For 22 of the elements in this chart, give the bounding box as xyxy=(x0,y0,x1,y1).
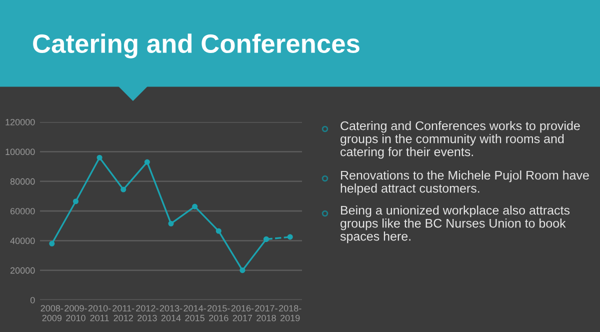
x-tick-label: 2009-2010 xyxy=(64,305,87,322)
y-tick-label: 100000 xyxy=(6,148,35,156)
y-tick-label: 60000 xyxy=(10,208,35,214)
text: Catering and Conferences works to provide groups in the community with rooms and catering for their events. xyxy=(340,121,580,159)
x-tick-label: 2018-2019 xyxy=(279,305,302,322)
x-tick-label: 2015-2016 xyxy=(208,305,230,322)
y-tick-label: 80000 xyxy=(10,178,35,185)
y-tick-label: 40000 xyxy=(10,238,35,244)
x-tick-label: 2012-2013 xyxy=(136,305,158,322)
y-tick-label: 120000 xyxy=(6,118,35,126)
x-tick-label: 2013-2014 xyxy=(160,305,182,322)
y-tick-label: 0 xyxy=(30,296,35,304)
x-tick-label: 2011-2012 xyxy=(112,305,134,322)
text: Renovations to the Michele Pujol Room have helped attract customers. xyxy=(340,170,589,196)
text: Being a unionized workplace also attracts groups like the BC Nurses Union to book spaces here. xyxy=(340,206,570,244)
x-tick-label: 2008-2009 xyxy=(40,305,64,322)
x-tick-label: 2017-2018 xyxy=(255,305,278,322)
x-tick-label: 2014-2015 xyxy=(184,305,206,322)
x-tick-label: 2010-2011 xyxy=(88,305,111,322)
x-tick-label: 2016-2017 xyxy=(231,305,254,322)
y-tick-label: 20000 xyxy=(10,267,35,274)
chart-title: Catering and Conferences xyxy=(33,34,360,58)
